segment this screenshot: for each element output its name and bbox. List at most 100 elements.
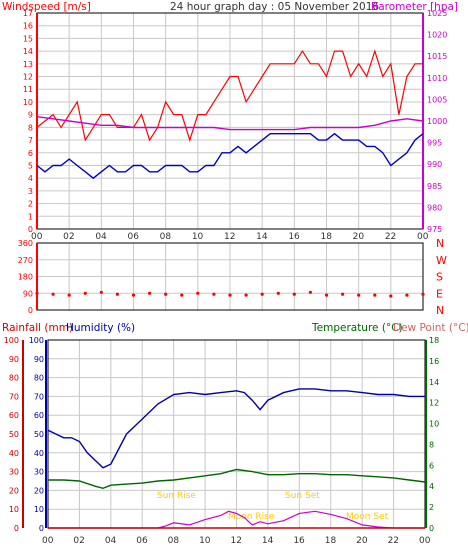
- humidity-y-tick: 50: [34, 430, 44, 439]
- climate-x-tick: 14: [262, 536, 274, 546]
- climate-x-tick: 08: [168, 536, 180, 546]
- compass-label: N: [436, 237, 444, 250]
- temperature-y-tick: 0: [429, 524, 434, 533]
- compass-label: W: [436, 254, 447, 267]
- rainfall-axis-label: Rainfall (mm): [2, 322, 73, 334]
- direction-point: [212, 292, 216, 296]
- climate-x-tick: 00: [419, 536, 431, 546]
- dewpoint-axis-label: Dew Point (°C): [393, 322, 468, 334]
- temperature-y-tick: 8: [429, 440, 434, 449]
- windspeed-y-tick: 6: [28, 149, 33, 158]
- direction-point: [260, 292, 264, 296]
- direction-point: [115, 292, 119, 296]
- windspeed-y-tick: 7: [28, 136, 33, 145]
- direction-y-tick: 0: [28, 306, 33, 315]
- compass-label: S: [436, 271, 443, 284]
- temperature-y-tick: 4: [429, 482, 434, 491]
- wind-x-tick: 20: [353, 232, 365, 242]
- direction-point: [148, 291, 152, 295]
- direction-point: [99, 290, 103, 294]
- windspeed-y-tick: 8: [28, 123, 33, 132]
- sunset-label: Sun Set: [285, 491, 320, 501]
- humidity-y-tick: 90: [34, 355, 44, 364]
- humidity-y-tick: 0: [39, 524, 44, 533]
- humidity-y-tick: 100: [29, 336, 44, 345]
- direction-point: [389, 294, 393, 298]
- barometer-y-tick: 995: [427, 139, 442, 148]
- direction-point: [357, 293, 361, 297]
- chart-title: 24 hour graph day : 05 November 2016: [170, 1, 379, 13]
- barometer-y-tick: 1005: [427, 95, 447, 104]
- humidity-y-tick: 70: [34, 392, 44, 401]
- direction-point: [83, 291, 87, 295]
- temperature-y-tick: 14: [429, 378, 439, 387]
- barometer-axis-label: Barometer [hpa]: [371, 1, 458, 13]
- rainfall-y-tick: 50: [9, 430, 19, 439]
- wind-x-tick: 00: [417, 232, 429, 242]
- windspeed-y-tick: 10: [23, 98, 33, 107]
- wind-x-tick: 08: [160, 232, 172, 242]
- barometer-y-tick: 1000: [427, 117, 447, 126]
- wind-x-tick: 04: [95, 232, 107, 242]
- windspeed-y-tick: 4: [28, 174, 33, 183]
- temperature-y-tick: 18: [429, 336, 439, 345]
- temperature-y-tick: 2: [429, 503, 434, 512]
- wind-x-tick: 06: [128, 232, 140, 242]
- direction-point: [67, 293, 71, 297]
- moonset-label: Moon Set: [346, 512, 389, 522]
- barometer-y-tick: 990: [427, 160, 442, 169]
- temperature-y-tick: 12: [429, 399, 439, 408]
- climate-x-tick: 12: [231, 536, 242, 546]
- direction-point: [405, 293, 409, 297]
- direction-point: [292, 292, 296, 296]
- rainfall-y-tick: 100: [4, 336, 19, 345]
- humidity-y-tick: 30: [34, 468, 44, 477]
- windspeed-axis-label: Windspeed [m/s]: [2, 1, 91, 13]
- climate-x-tick: 10: [199, 536, 211, 546]
- windspeed-y-tick: 16: [23, 22, 33, 31]
- temperature-y-tick: 6: [429, 461, 434, 470]
- windspeed-y-tick: 13: [23, 60, 33, 69]
- temperature-y-tick: 10: [429, 420, 439, 429]
- temperature-series: [48, 468, 426, 490]
- rainfall-y-tick: 40: [9, 449, 19, 458]
- rainfall-y-tick: 70: [9, 392, 19, 401]
- barometer-series: [36, 116, 424, 131]
- wind-x-tick: 10: [192, 232, 204, 242]
- windspeed-y-tick: 15: [23, 34, 33, 43]
- wind-x-tick: 00: [31, 232, 43, 242]
- direction-point: [308, 290, 312, 294]
- climate-x-tick: 22: [388, 536, 399, 546]
- direction-y-tick: 90: [23, 289, 33, 298]
- rainfall-y-tick: 80: [9, 374, 19, 383]
- windspeed-y-tick: 1: [28, 212, 33, 221]
- rainfall-y-tick: 30: [9, 468, 19, 477]
- temperature-y-tick: 16: [429, 357, 439, 366]
- temperature-axis-label: Temperature (°C): [311, 322, 403, 334]
- rainfall-y-tick: 20: [9, 486, 19, 495]
- direction-point: [196, 291, 200, 295]
- windspeed-y-tick: 17: [23, 9, 33, 18]
- rainfall-y-tick: 0: [14, 524, 19, 533]
- sunrise-label: Sun Rise: [157, 491, 196, 501]
- barometer-y-tick: 975: [427, 225, 442, 234]
- barometer-y-tick: 1010: [427, 74, 447, 83]
- climate-x-tick: 16: [293, 536, 305, 546]
- climate-x-tick: 06: [136, 536, 148, 546]
- windspeed-y-tick: 11: [23, 85, 33, 94]
- rainfall-y-tick: 60: [9, 411, 19, 420]
- wind-x-tick: 18: [321, 232, 333, 242]
- windspeed-y-tick: 3: [28, 187, 33, 196]
- wind-gust-series: [36, 49, 423, 143]
- humidity-y-tick: 60: [34, 411, 44, 420]
- windspeed-y-tick: 14: [23, 47, 33, 56]
- climate-x-tick: 20: [356, 536, 368, 546]
- climate-x-tick: 00: [42, 536, 54, 546]
- compass-label: E: [436, 287, 443, 300]
- rainfall-y-tick: 10: [9, 505, 19, 514]
- barometer-y-tick: 980: [427, 203, 442, 212]
- barometer-y-tick: 985: [427, 182, 442, 191]
- humidity-y-tick: 80: [34, 374, 44, 383]
- wind-x-tick: 02: [63, 232, 74, 242]
